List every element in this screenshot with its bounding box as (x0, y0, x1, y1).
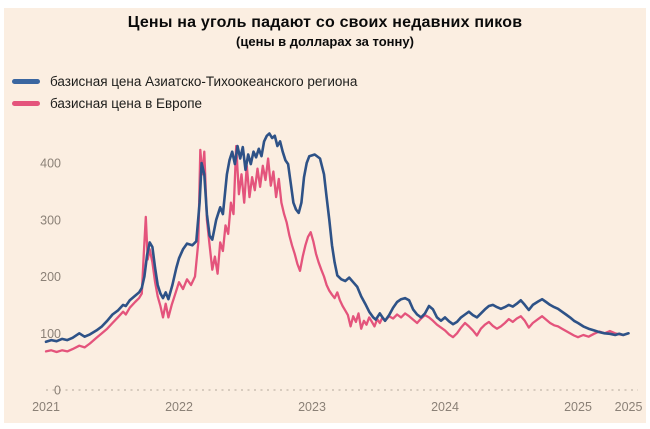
chart-subtitle: (цены в долларах за тонну) (236, 34, 414, 49)
legend-item-asia-pacific: базисная цена Азиатско-Тихоокеанского ре… (12, 70, 357, 92)
series-line-europe (44, 144, 625, 354)
legend-item-europe: базисная цена в Европе (12, 92, 357, 114)
x-axis-tick-label: 2025 (564, 400, 592, 414)
y-axis-tick-label: 100 (40, 327, 61, 341)
asia-pacific-line-swatch-icon (12, 78, 40, 84)
y-axis-tick-label: 0 (54, 384, 61, 398)
legend: базисная цена Азиатско-Тихоокеанского ре… (12, 70, 357, 114)
x-axis-tick-label: 2021 (32, 400, 60, 414)
chart-panel: Цены на уголь падают со своих недавних п… (4, 8, 646, 423)
legend-label-asia-pacific: базисная цена Азиатско-Тихоокеанского ре… (50, 73, 358, 89)
x-axis-tick-label: 2024 (431, 400, 459, 414)
x-axis-tick-label: 2025 (615, 400, 643, 414)
x-axis-tick-label: 2022 (165, 400, 193, 414)
series-line-asia-pacific (44, 132, 630, 344)
europe-line-swatch-icon (12, 100, 40, 106)
y-axis-tick-label: 300 (40, 213, 61, 227)
legend-label-europe: базисная цена в Европе (50, 95, 203, 111)
y-axis-tick-label: 400 (40, 157, 61, 171)
y-axis-tick-label: 200 (40, 270, 61, 284)
x-axis-tick-label: 2023 (298, 400, 326, 414)
chart-title: Цены на уголь падают со своих недавних п… (127, 14, 523, 31)
